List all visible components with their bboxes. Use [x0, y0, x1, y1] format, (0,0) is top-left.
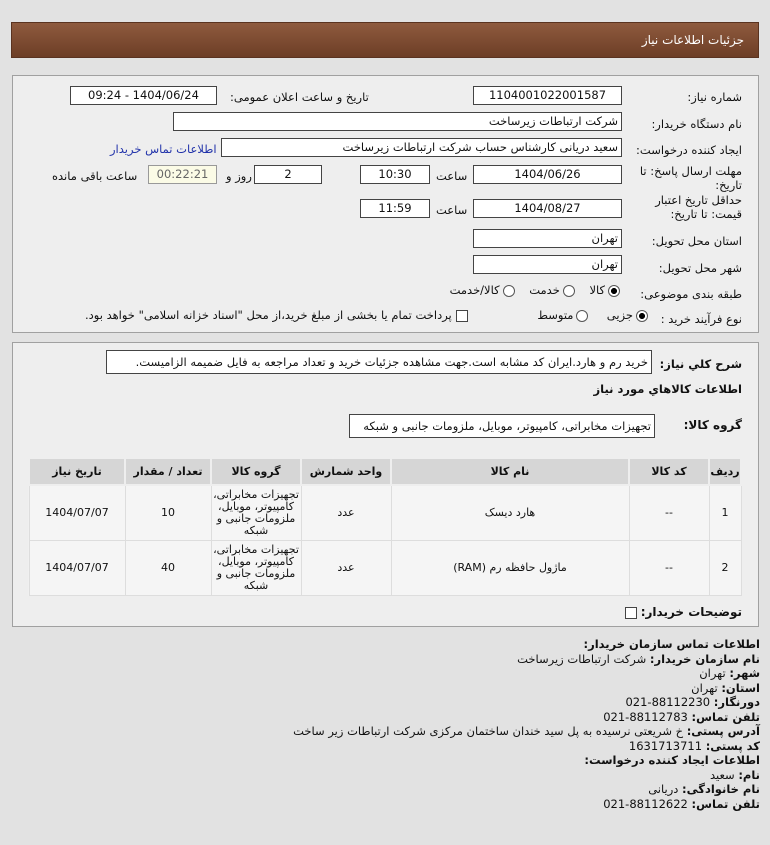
name-label: نام: — [738, 767, 760, 782]
org-value: شرکت ارتباطات زیرساخت — [517, 651, 647, 666]
row-idx: 1 — [708, 484, 742, 541]
creator-info-title: اطلاعات ایجاد کننده درخواست: — [584, 753, 760, 767]
need-number-field[interactable]: 1104001022001587 — [473, 86, 622, 105]
postal-label: کد پستی: — [705, 738, 760, 753]
table-row: 1 -- هارد دیسک عدد تجهیزات مخابراتی، کام… — [28, 484, 742, 541]
phone-value: 88112783-021 — [603, 709, 688, 724]
treasury-payment-checkbox[interactable]: پرداخت تمام یا بخشی از مبلغ خرید،از محل … — [85, 308, 468, 322]
buyer-contact-link[interactable]: اطلاعات تماس خریدار — [110, 142, 217, 156]
col-code: کد کالا — [628, 457, 710, 486]
buyer-org-label: نام دستگاه خریدار: — [651, 117, 742, 131]
row-unit: عدد — [300, 539, 392, 596]
contact-section: اطلاعات تماس سازمان خریدار: نام سازمان خ… — [293, 637, 760, 811]
buyer-org-field[interactable]: شرکت ارتباطات زیرساخت — [173, 112, 622, 131]
row-code: -- — [628, 484, 710, 541]
process-label: نوع فرآیند خرید : — [660, 312, 742, 326]
province-value: تهران — [691, 680, 718, 695]
days-label: روز و — [226, 169, 252, 183]
address-label: آدرس پستی: — [686, 724, 760, 738]
need-number-label: شماره نیاز: — [687, 90, 742, 104]
validity-time-field[interactable]: 11:59 — [360, 199, 430, 218]
row-date: 1404/07/07 — [28, 539, 126, 596]
row-date: 1404/07/07 — [28, 484, 126, 541]
category-service-radio[interactable]: خدمت — [529, 283, 575, 297]
goods-section-title: اطلاعات کالاهاي مورد نياز — [593, 382, 742, 396]
row-group: تجهیزات مخابراتی، کامپیوتر، موبایل، ملزو… — [210, 484, 302, 541]
row-qty: 40 — [124, 539, 212, 596]
category-label: طبقه بندی موضوعی: — [640, 287, 742, 301]
deadline-date-field[interactable]: 1404/06/26 — [473, 165, 622, 184]
row-group: تجهیزات مخابراتی، کامپیوتر، موبایل، ملزو… — [210, 539, 302, 596]
col-date: تاریخ نیاز — [28, 457, 126, 486]
col-idx: ردیف — [708, 457, 742, 486]
days-field[interactable]: 2 — [254, 165, 322, 184]
province-field[interactable]: تهران — [473, 229, 622, 248]
name-value: سعید — [709, 767, 735, 782]
creator-field[interactable]: سعید دریانی کارشناس حساب شرکت ارتباطات ز… — [221, 138, 622, 157]
col-name: نام کالا — [390, 457, 630, 486]
phone-label: تلفن تماس: — [691, 709, 760, 724]
postal-value: 1631713711 — [628, 738, 703, 753]
deadline-label: مهلت ارسال پاسخ: تا تاریخ: — [639, 164, 742, 192]
city-field[interactable]: تهران — [473, 255, 622, 274]
creator-label: ایجاد کننده درخواست: — [636, 143, 742, 157]
group-field[interactable]: تجهیزات مخابراتی، کامپیوتر، موبایل، ملزو… — [349, 414, 655, 438]
col-unit: واحد شمارش — [300, 457, 392, 486]
table-row: 2 -- ماژول حافظه رم (RAM) عدد تجهیزات مخ… — [28, 539, 742, 596]
city-value: تهران — [699, 666, 726, 680]
city-label: شهر: — [729, 666, 760, 680]
process-medium-radio[interactable]: متوسط — [537, 308, 589, 322]
desc-field[interactable]: خرید رم و هارد.ایران کد مشابه است.جهت مش… — [106, 350, 652, 374]
validity-date-field[interactable]: 1404/08/27 — [473, 199, 622, 218]
group-label: گروه کالا: — [683, 418, 742, 432]
col-qty: تعداد / مقدار — [124, 457, 212, 486]
province-label: استان محل تحویل: — [651, 234, 742, 248]
goods-table: ردیف کد کالا نام کالا واحد شمارش گروه کا… — [28, 457, 742, 596]
row-idx: 2 — [708, 539, 742, 596]
deadline-time-field[interactable]: 10:30 — [360, 165, 430, 184]
city-label: شهر محل تحویل: — [658, 261, 742, 275]
process-minor-radio[interactable]: جزیی — [607, 308, 648, 322]
validity-label: حداقل تاریخ اعتبار قیمت: تا تاریخ: — [655, 193, 742, 221]
announce-label: تاریخ و ساعت اعلان عمومی: — [230, 90, 369, 104]
org-label: نام سازمان خریدار: — [649, 651, 760, 666]
validity-time-label: ساعت — [436, 203, 468, 217]
family-value: دریانی — [648, 782, 679, 796]
row-code: -- — [628, 539, 710, 596]
row-qty: 10 — [124, 484, 212, 541]
deadline-time-label: ساعت — [436, 169, 468, 183]
buyer-notes-checkbox[interactable]: توضیحات خریدار: — [621, 605, 742, 619]
announce-field[interactable]: 1404/06/24 - 09:24 — [70, 86, 217, 105]
creator-phone-label: تلفن تماس: — [691, 796, 760, 811]
desc-label: شرح کلي نياز: — [659, 357, 742, 371]
row-unit: عدد — [300, 484, 392, 541]
remaining-label: ساعت باقی مانده — [52, 169, 138, 183]
fax-label: دورنگار: — [713, 695, 760, 709]
address-value: خ شریعتی نرسیده به پل سید خندان ساختمان … — [293, 724, 684, 738]
province-label: استان: — [721, 680, 760, 695]
process-radio-group: جزیی متوسط — [537, 308, 648, 322]
row-name: ماژول حافظه رم (RAM) — [390, 539, 630, 596]
contact-title: اطلاعات تماس سازمان خریدار: — [583, 637, 760, 651]
category-goods-radio[interactable]: کالا — [589, 283, 620, 297]
creator-phone-value: 88112622-021 — [603, 796, 688, 811]
page-header: جزئیات اطلاعات نیاز — [11, 22, 759, 58]
col-group: گروه کالا — [210, 457, 302, 486]
fax-value: 88112230-021 — [625, 695, 711, 709]
row-name: هارد دیسک — [390, 484, 630, 541]
family-label: نام خانوادگی: — [682, 782, 760, 796]
remaining-time-field: 00:22:21 — [148, 165, 217, 184]
category-radio-group: کالا خدمت کالا/خدمت — [450, 283, 620, 297]
category-both-radio[interactable]: کالا/خدمت — [450, 283, 515, 297]
